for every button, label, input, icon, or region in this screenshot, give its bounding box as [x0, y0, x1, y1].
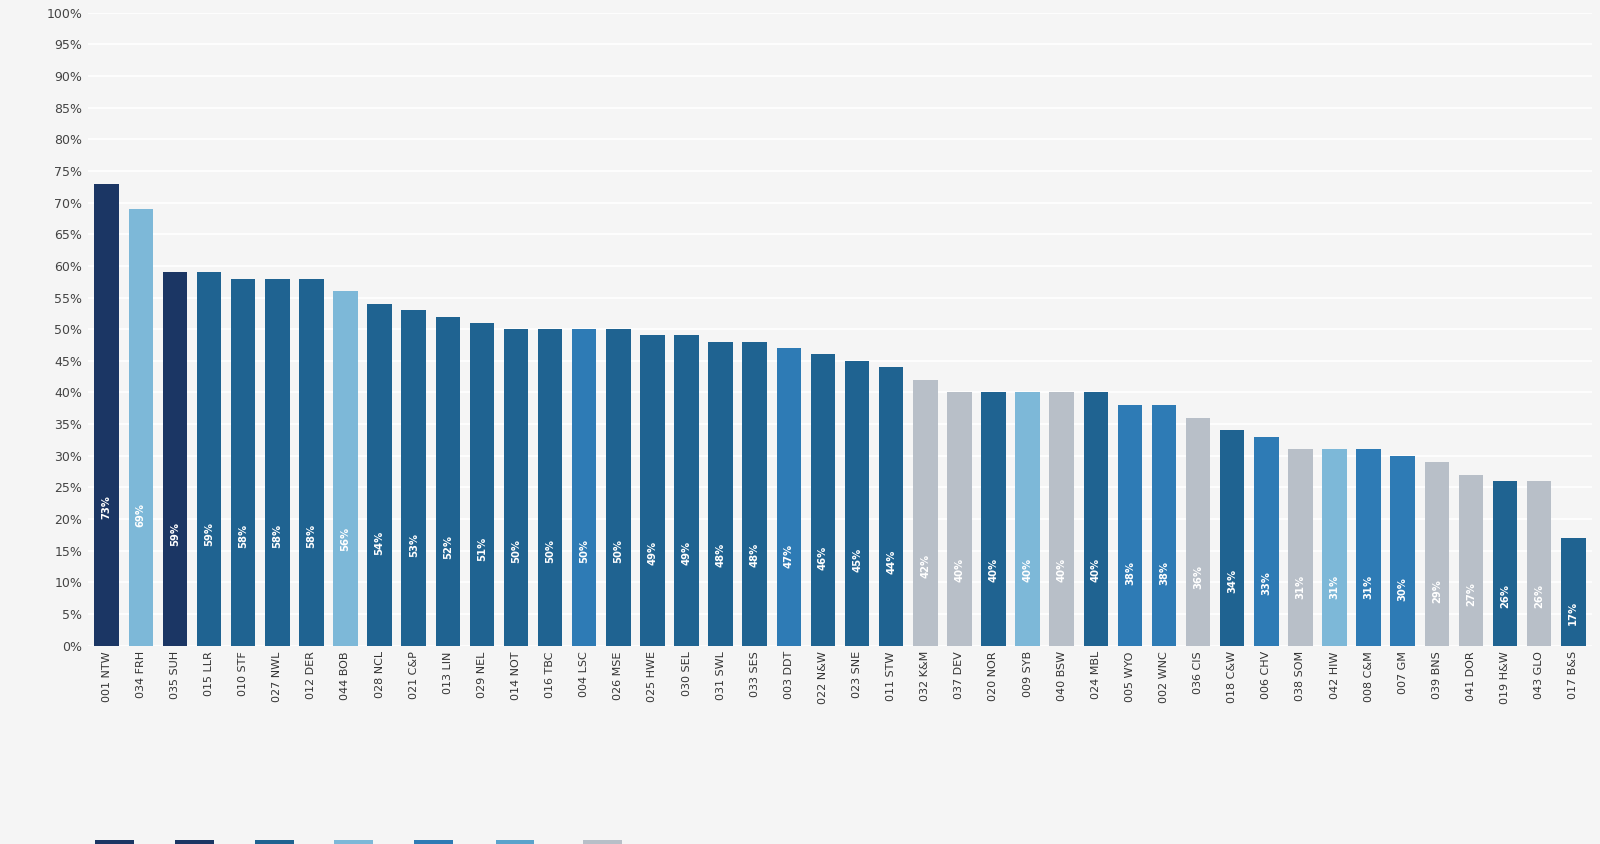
Text: 26%: 26% [1534, 584, 1544, 609]
Bar [640, 335, 664, 646]
Bar [538, 329, 562, 646]
Bar [776, 348, 802, 646]
Bar [1152, 405, 1176, 646]
Text: 17%: 17% [1568, 601, 1578, 625]
Bar [1288, 449, 1312, 646]
Bar [1186, 418, 1210, 646]
Text: 73%: 73% [102, 495, 112, 519]
Bar [1459, 474, 1483, 646]
Text: 50%: 50% [510, 538, 522, 563]
Text: 45%: 45% [853, 548, 862, 572]
Text: 58%: 58% [238, 523, 248, 548]
Bar [1118, 405, 1142, 646]
Bar [128, 209, 154, 646]
Text: 56%: 56% [341, 528, 350, 551]
Bar [333, 291, 358, 646]
Bar [811, 354, 835, 646]
Bar [230, 279, 256, 646]
Bar [981, 392, 1006, 646]
Bar [1390, 456, 1414, 646]
Text: 50%: 50% [546, 538, 555, 563]
Bar [1219, 430, 1245, 646]
Bar [571, 329, 597, 646]
Bar [1050, 392, 1074, 646]
Text: 50%: 50% [579, 538, 589, 563]
Bar [197, 272, 221, 646]
Text: 38%: 38% [1158, 561, 1170, 586]
Bar [368, 304, 392, 646]
Text: 40%: 40% [989, 558, 998, 582]
Bar [1562, 538, 1586, 646]
Text: 40%: 40% [954, 558, 965, 582]
Bar [606, 329, 630, 646]
Text: 29%: 29% [1432, 579, 1442, 603]
Text: 44%: 44% [886, 550, 896, 574]
Bar [504, 329, 528, 646]
Bar [1424, 463, 1450, 646]
Bar [402, 311, 426, 646]
Text: 38%: 38% [1125, 561, 1134, 586]
Bar [299, 279, 323, 646]
Text: 42%: 42% [920, 554, 930, 578]
Text: 50%: 50% [613, 538, 624, 563]
Bar [1493, 481, 1517, 646]
Text: 31%: 31% [1296, 575, 1306, 599]
Text: 59%: 59% [205, 522, 214, 545]
Text: 40%: 40% [1091, 558, 1101, 582]
Text: 31%: 31% [1330, 575, 1339, 599]
Text: 53%: 53% [408, 533, 419, 557]
Text: 30%: 30% [1398, 576, 1408, 601]
Bar [435, 316, 461, 646]
Text: 54%: 54% [374, 531, 384, 555]
Text: 40%: 40% [1022, 558, 1032, 582]
Bar [94, 183, 118, 646]
Text: 31%: 31% [1363, 575, 1374, 599]
Text: 58%: 58% [272, 523, 282, 548]
Bar [1254, 437, 1278, 646]
Text: 69%: 69% [136, 503, 146, 527]
Bar [1357, 449, 1381, 646]
Bar [266, 279, 290, 646]
Text: 51%: 51% [477, 537, 486, 561]
Bar [845, 361, 869, 646]
Text: 36%: 36% [1194, 565, 1203, 589]
Bar [1322, 449, 1347, 646]
Text: 49%: 49% [648, 540, 658, 565]
Bar [709, 342, 733, 646]
Text: 46%: 46% [818, 546, 827, 571]
Bar [947, 392, 971, 646]
Text: 47%: 47% [784, 544, 794, 569]
Bar [742, 342, 766, 646]
Text: 27%: 27% [1466, 582, 1475, 606]
Bar [470, 322, 494, 646]
Bar [1083, 392, 1109, 646]
Text: 58%: 58% [306, 523, 317, 548]
Text: 26%: 26% [1501, 584, 1510, 609]
Text: 52%: 52% [443, 535, 453, 559]
Text: 49%: 49% [682, 540, 691, 565]
Text: 48%: 48% [750, 543, 760, 566]
Bar [1526, 481, 1552, 646]
Bar [674, 335, 699, 646]
Text: 34%: 34% [1227, 569, 1237, 593]
Bar [914, 380, 938, 646]
Text: 40%: 40% [1056, 558, 1067, 582]
Bar [878, 367, 904, 646]
Text: 59%: 59% [170, 522, 179, 545]
Bar [163, 272, 187, 646]
Bar [1016, 392, 1040, 646]
Text: 33%: 33% [1261, 571, 1272, 595]
Text: 48%: 48% [715, 543, 726, 566]
